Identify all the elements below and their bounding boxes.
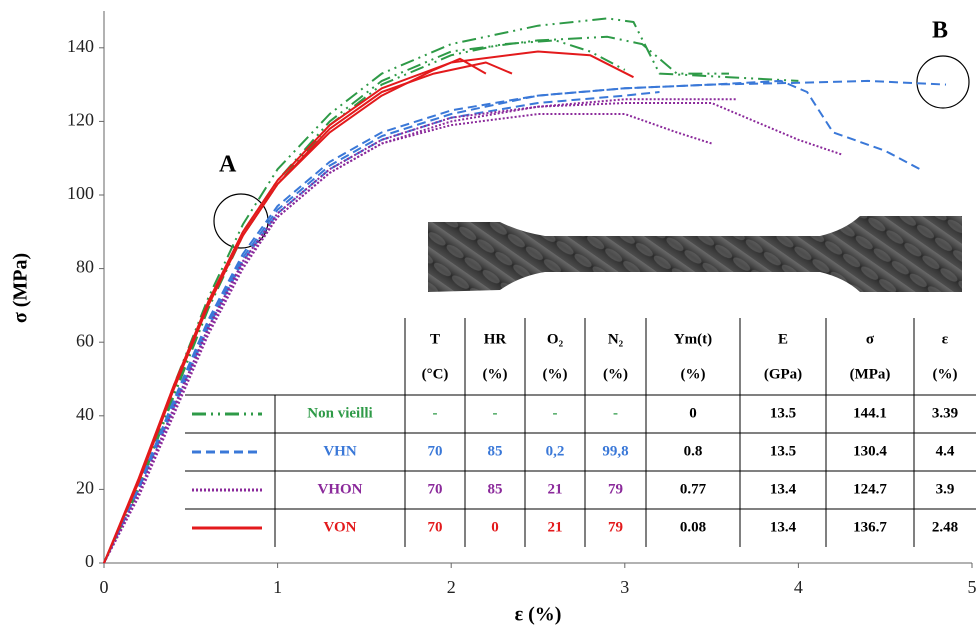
table-header: (%) <box>543 366 568 382</box>
table-cell: - <box>613 405 618 421</box>
table-header: σ <box>866 331 875 347</box>
x-tick-label: 1 <box>273 577 282 597</box>
y-tick-label: 80 <box>76 257 94 277</box>
curve <box>103 102 843 564</box>
table-cell: 13.4 <box>770 519 797 535</box>
table-cell: 21 <box>548 481 563 497</box>
x-tick-label: 4 <box>794 577 803 597</box>
table-header: (MPa) <box>850 366 891 382</box>
table-cell: 13.5 <box>770 443 796 459</box>
legend-label: VHON <box>318 481 363 497</box>
table-cell: 21 <box>548 519 563 535</box>
table-cell: 13.5 <box>770 405 796 421</box>
table-header: Ym(t) <box>674 331 712 347</box>
annotation: A <box>219 152 237 178</box>
table-cell: 13.4 <box>770 481 797 497</box>
table-cell: 0 <box>491 519 499 535</box>
table-cell: 70 <box>428 443 443 459</box>
table-cell: 70 <box>428 519 443 535</box>
y-tick-label: 100 <box>67 183 94 203</box>
x-axis-label: ε (%) <box>515 604 562 626</box>
circle-b <box>916 55 970 109</box>
specimen-photo <box>428 216 962 292</box>
y-axis-label: σ (MPa) <box>10 253 32 323</box>
table-cell: 4.4 <box>936 443 955 459</box>
table-header: (%) <box>933 366 958 382</box>
table-cell: 144.1 <box>853 405 887 421</box>
curve <box>103 57 487 564</box>
table-header: E <box>778 331 788 347</box>
y-tick-label: 60 <box>76 330 94 350</box>
table-header: O₂ <box>547 331 564 347</box>
legend-label: VON <box>323 519 356 535</box>
y-tick-label: 120 <box>67 110 94 130</box>
x-tick-label: 0 <box>100 577 109 597</box>
x-tick-label: 5 <box>968 577 976 597</box>
table: T (°C) HR (%) O₂ (%) N₂ (%) Ym(t) (%) E (GPa) σ (MPa)… <box>185 318 976 547</box>
table-cell: 85 <box>488 481 503 497</box>
curve <box>103 79 947 564</box>
table-cell: 79 <box>608 481 623 497</box>
y-tick-label: 20 <box>76 478 94 498</box>
curve <box>103 50 634 564</box>
table-header: ε <box>942 331 949 347</box>
legend-label: VHN <box>323 443 357 459</box>
table-cell: - <box>433 405 438 421</box>
table-cell: 0.08 <box>680 519 706 535</box>
table-cell: 124.7 <box>853 481 887 497</box>
y-tick-label: 0 <box>85 551 94 571</box>
table-header: (°C) <box>422 366 449 382</box>
x-tick-label: 2 <box>447 577 456 597</box>
table-cell: 0,2 <box>546 443 565 459</box>
table-cell: 0 <box>689 405 697 421</box>
curve <box>103 113 712 564</box>
circle-a <box>213 193 269 249</box>
table-cell: 2.48 <box>932 519 958 535</box>
table-header: HR <box>484 331 507 347</box>
table-cell: 79 <box>608 519 623 535</box>
table-header: (%) <box>681 366 706 382</box>
table-cell: 130.4 <box>853 443 887 459</box>
table-cell: 3.39 <box>932 405 958 421</box>
x-tick-label: 3 <box>620 577 629 597</box>
y-tick-label: 40 <box>76 404 94 424</box>
table-header: N₂ <box>608 331 624 347</box>
table-cell: 3.9 <box>936 481 955 497</box>
curve <box>103 98 738 564</box>
table-header: (%) <box>483 366 508 382</box>
table-cell: 99,8 <box>602 443 628 459</box>
curve <box>103 35 729 564</box>
curve <box>103 17 799 564</box>
table-header: (%) <box>603 366 628 382</box>
table-header: T <box>430 331 440 347</box>
table-cell: 85 <box>488 443 503 459</box>
y-tick-label: 140 <box>67 36 94 56</box>
table-cell: - <box>493 405 498 421</box>
annotation: B <box>932 18 948 44</box>
table-cell: 0.77 <box>680 481 707 497</box>
table-cell: 136.7 <box>853 519 887 535</box>
table-header: (GPa) <box>764 366 802 382</box>
table-cell: - <box>553 405 558 421</box>
table-cell: 0.8 <box>684 443 703 459</box>
curve <box>103 91 660 564</box>
table-cell: 70 <box>428 481 443 497</box>
legend-label: Non vieilli <box>307 405 372 421</box>
